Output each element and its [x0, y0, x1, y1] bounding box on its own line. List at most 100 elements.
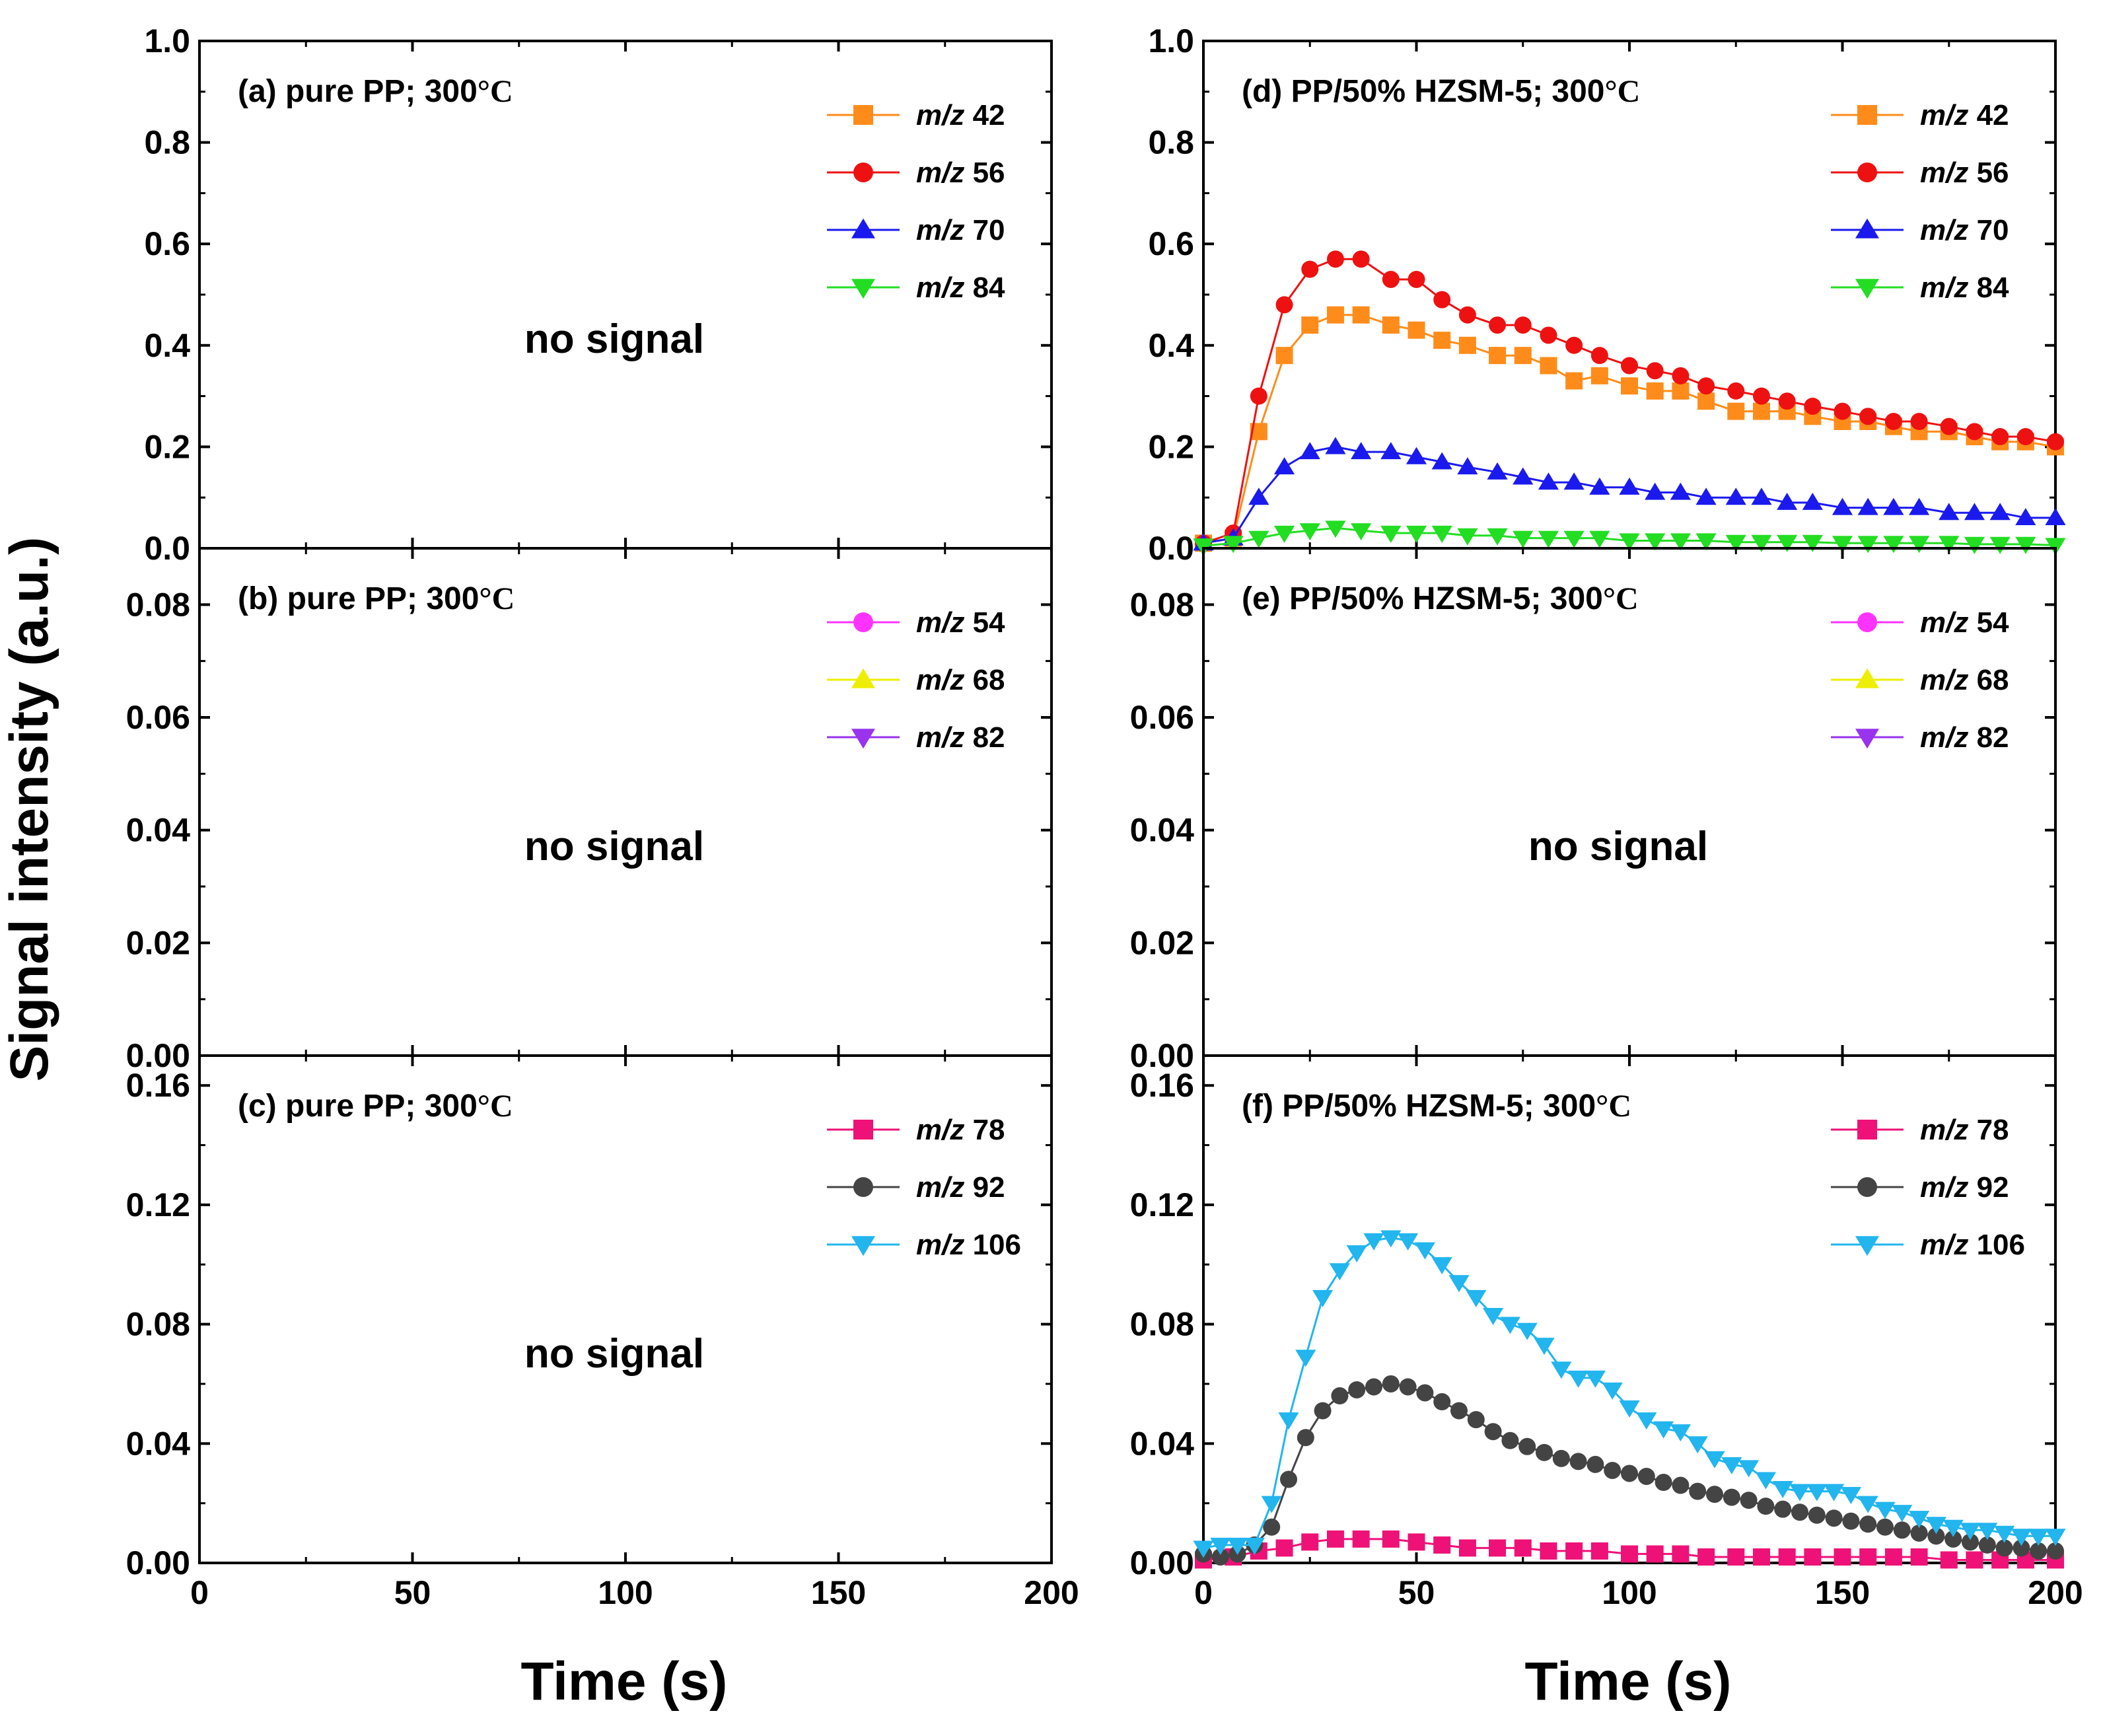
- data-point: [1695, 533, 1717, 551]
- legend-label: m/z 42: [916, 99, 1005, 131]
- data-point: [1672, 1476, 1690, 1494]
- data-point: [1883, 536, 1904, 554]
- data-point: [1695, 488, 1717, 505]
- legend-label: m/z 70: [916, 214, 1005, 246]
- y-tick-label: 0.0: [1148, 530, 1194, 567]
- panel-f: 0.00 0.04 0.08 0.12 0.16 0 50 100 150 200 (f) PP/5…: [1130, 1054, 2083, 1611]
- x-tick-label: 150: [811, 1574, 866, 1611]
- legend-marker: [851, 668, 875, 688]
- data-point: [1964, 536, 1985, 554]
- data-point: [1727, 402, 1745, 420]
- legend-entry: m/z 42: [827, 99, 1005, 131]
- legend-label: m/z 84: [916, 271, 1005, 304]
- data-point: [1857, 1496, 1878, 1513]
- legend-label: m/z 54: [1920, 606, 2009, 639]
- data-point: [1297, 1429, 1314, 1447]
- data-point: [1859, 1548, 1877, 1566]
- legend-entry: m/z 54: [827, 606, 1005, 639]
- panel-title: (a) pure PP; 300°C: [238, 74, 513, 109]
- panel-d: 0.0 0.2 0.4 0.6 0.8 1.0 (d) PP/50% HZSM-5; 300…: [1148, 22, 2066, 567]
- no-signal-annotation: no signal: [1528, 824, 1708, 869]
- data-point: [1721, 1457, 1742, 1474]
- legend-marker: [853, 1120, 873, 1139]
- data-point: [2045, 1529, 2066, 1546]
- data-point: [1466, 1289, 1487, 1307]
- x-tick-label: 0: [1194, 1574, 1213, 1611]
- data-point: [1433, 1393, 1451, 1411]
- legend-entry: m/z 84: [827, 271, 1005, 304]
- data-point: [1325, 521, 1346, 538]
- data-point: [1299, 442, 1320, 460]
- legend-label: m/z 42: [1920, 99, 2009, 131]
- data-point: [1883, 497, 1904, 515]
- data-point: [1834, 1548, 1851, 1566]
- data-point: [1859, 408, 1877, 425]
- data-point: [1431, 525, 1452, 543]
- data-point: [1621, 1545, 1638, 1563]
- y-tick-label: 0.04: [126, 1425, 191, 1462]
- legend-label: m/z 56: [916, 157, 1005, 189]
- data-point: [1989, 503, 2011, 521]
- data-point: [1408, 321, 1425, 339]
- data-point: [1275, 347, 1293, 365]
- data-point: [1458, 336, 1476, 354]
- y-tick-label: 0.04: [1130, 812, 1195, 849]
- data-point: [1824, 1484, 1845, 1501]
- data-point: [1834, 402, 1851, 420]
- data-point: [1604, 1461, 1622, 1479]
- data-point: [1670, 1424, 1691, 1442]
- data-point: [1910, 413, 1928, 430]
- panel-a: 0.0 0.2 0.4 0.6 0.8 1.0 (a) pure PP; 300°C no s…: [144, 22, 1053, 567]
- data-point: [1857, 497, 1878, 515]
- x-tick-label: 150: [1815, 1574, 1870, 1611]
- data-point: [1536, 1443, 1553, 1461]
- panel-title: (f) PP/50% HZSM-5; 300°C: [1242, 1089, 1631, 1124]
- data-point: [1589, 530, 1610, 548]
- y-tick-label: 0.02: [1130, 924, 1194, 961]
- data-point: [1791, 1503, 1808, 1521]
- legend-marker: [851, 218, 875, 238]
- legend-marker: [1855, 668, 1879, 688]
- data-point: [1964, 503, 1985, 521]
- data-point: [1655, 1474, 1672, 1492]
- data-point: [1244, 1537, 1265, 1555]
- data-point: [1275, 1539, 1293, 1557]
- legend-marker: [1857, 1120, 1877, 1139]
- x-tick-label: 100: [1602, 1574, 1657, 1611]
- data-point: [1431, 1257, 1452, 1275]
- y-tick-label: 0.04: [126, 812, 191, 849]
- data-point: [1563, 530, 1585, 548]
- data-point: [2047, 433, 2064, 451]
- no-signal-annotation: no signal: [524, 824, 704, 869]
- data-point: [1448, 1275, 1470, 1293]
- data-point: [1621, 357, 1638, 375]
- data-point: [1725, 534, 1746, 552]
- data-point: [1585, 1370, 1606, 1388]
- data-point: [1513, 530, 1534, 548]
- data-point: [1966, 1551, 1983, 1569]
- data-point: [1248, 530, 1269, 548]
- legend-marker: [1857, 105, 1877, 125]
- data-point: [1637, 1467, 1655, 1485]
- series-line: [1203, 1237, 2055, 1549]
- data-point: [1944, 1530, 1962, 1548]
- y-tick-label: 0.12: [126, 1186, 190, 1223]
- legend-label: m/z 106: [1920, 1229, 2025, 1261]
- data-point: [1778, 1548, 1796, 1566]
- data-point: [1382, 270, 1400, 288]
- data-point: [1433, 291, 1451, 308]
- data-point: [1994, 1525, 2015, 1543]
- legend-marker: [1855, 1236, 1879, 1256]
- data-point: [1275, 296, 1293, 314]
- data-point: [1989, 536, 2011, 554]
- data-point: [1538, 472, 1559, 490]
- y-tick-label: 0.2: [1148, 428, 1194, 465]
- data-point: [1909, 536, 1930, 554]
- data-point: [2013, 1539, 2030, 1557]
- data-point: [1940, 417, 1958, 435]
- y-tick-label: 0.6: [1148, 225, 1194, 262]
- legend-label: m/z 78: [1920, 1114, 2009, 1146]
- data-point: [2028, 1529, 2049, 1546]
- y-tick-label: 0.02: [126, 924, 190, 961]
- data-point: [1301, 316, 1319, 334]
